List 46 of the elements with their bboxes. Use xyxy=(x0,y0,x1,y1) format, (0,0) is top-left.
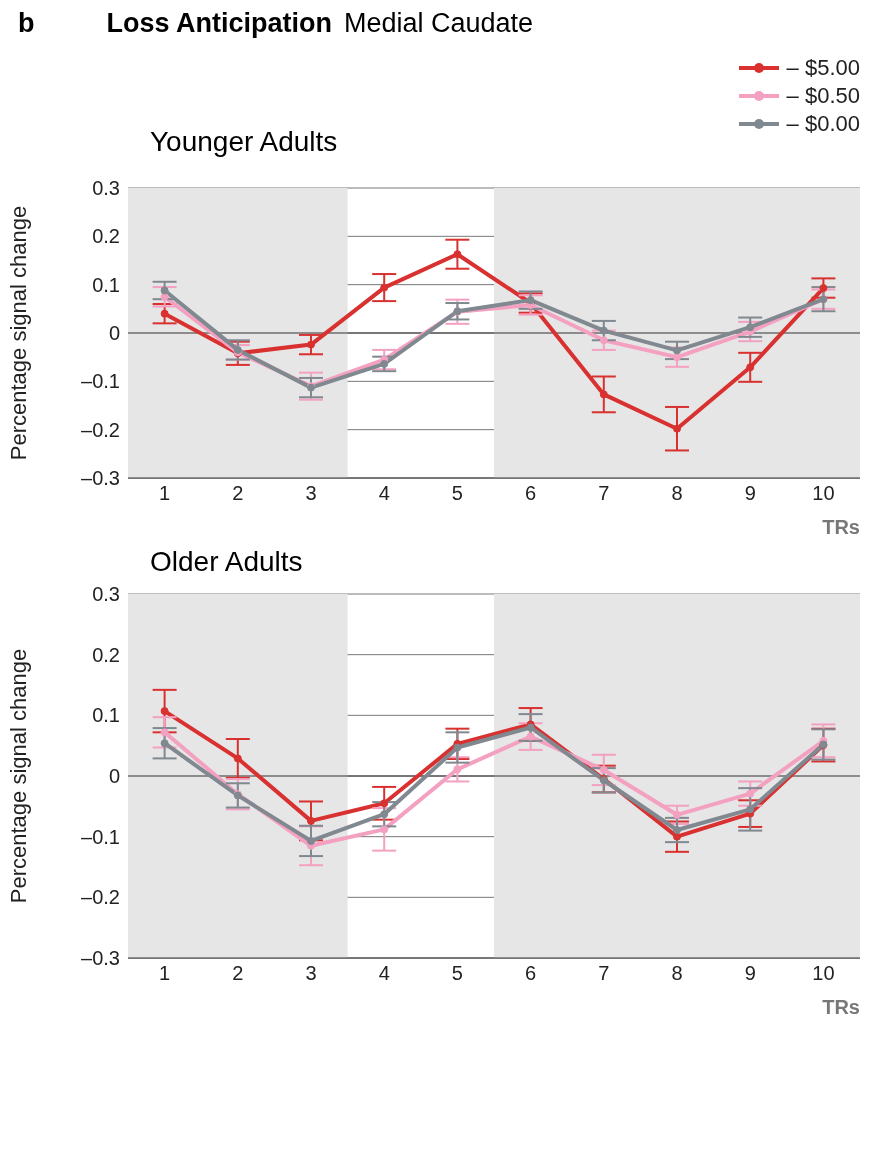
x-tick-label: 5 xyxy=(451,482,463,505)
y-tick-label: –0.2 xyxy=(81,418,120,441)
x-tick-label: 4 xyxy=(378,962,390,985)
x-tick-label: 7 xyxy=(598,482,610,505)
x-tick-label: 2 xyxy=(232,962,244,985)
chart-title: Younger Adults xyxy=(150,126,338,158)
y-tick-label: –0.3 xyxy=(81,947,120,970)
x-axis-title: TRs xyxy=(822,516,860,538)
text: Medial Caudate xyxy=(344,8,534,39)
y-tick-label: 0 xyxy=(108,322,120,345)
y-tick-label: 0.2 xyxy=(92,225,120,248)
x-tick-label: 3 xyxy=(305,482,317,505)
y-tick-label: 0.3 xyxy=(92,177,120,200)
legend-label: – $0.00 xyxy=(786,110,860,138)
x-tick-label: 4 xyxy=(378,482,390,505)
y-tick-label: 0 xyxy=(108,765,120,788)
x-tick-label: 8 xyxy=(671,962,683,985)
chart-title: Older Adults xyxy=(150,546,303,578)
legend-label: – $0.50 xyxy=(786,82,860,110)
x-tick-label: 7 xyxy=(598,962,610,985)
x-tick-label: 9 xyxy=(744,482,756,505)
y-tick-label: 0.1 xyxy=(92,273,120,296)
x-tick-label: 10 xyxy=(812,482,835,505)
y-tick-label: –0.2 xyxy=(81,886,120,909)
x-tick-label: 6 xyxy=(525,482,537,505)
y-tick-label: 0.1 xyxy=(92,704,120,727)
text: b xyxy=(18,8,35,39)
x-tick-label: 9 xyxy=(744,962,756,985)
x-tick-label: 10 xyxy=(812,962,835,985)
x-tick-label: 3 xyxy=(305,962,317,985)
x-tick-label: 1 xyxy=(159,482,171,505)
y-tick-label: 0.2 xyxy=(92,643,120,666)
y-axis-title: Percentage signal change xyxy=(5,648,31,904)
legend-label: – $5.00 xyxy=(786,54,860,82)
x-tick-label: 2 xyxy=(232,482,244,505)
y-tick-label: –0.3 xyxy=(81,467,120,490)
y-tick-label: –0.1 xyxy=(81,825,120,848)
x-tick-label: 1 xyxy=(159,962,171,985)
x-tick-label: 8 xyxy=(671,482,683,505)
x-tick-label: 5 xyxy=(451,962,463,985)
y-tick-label: –0.1 xyxy=(81,370,120,393)
text: Loss Anticipation xyxy=(106,8,333,39)
y-axis-title: Percentage signal change xyxy=(5,205,31,461)
y-tick-label: 0.3 xyxy=(92,583,120,606)
x-axis-title: TRs xyxy=(822,996,860,1018)
x-tick-label: 6 xyxy=(525,962,537,985)
